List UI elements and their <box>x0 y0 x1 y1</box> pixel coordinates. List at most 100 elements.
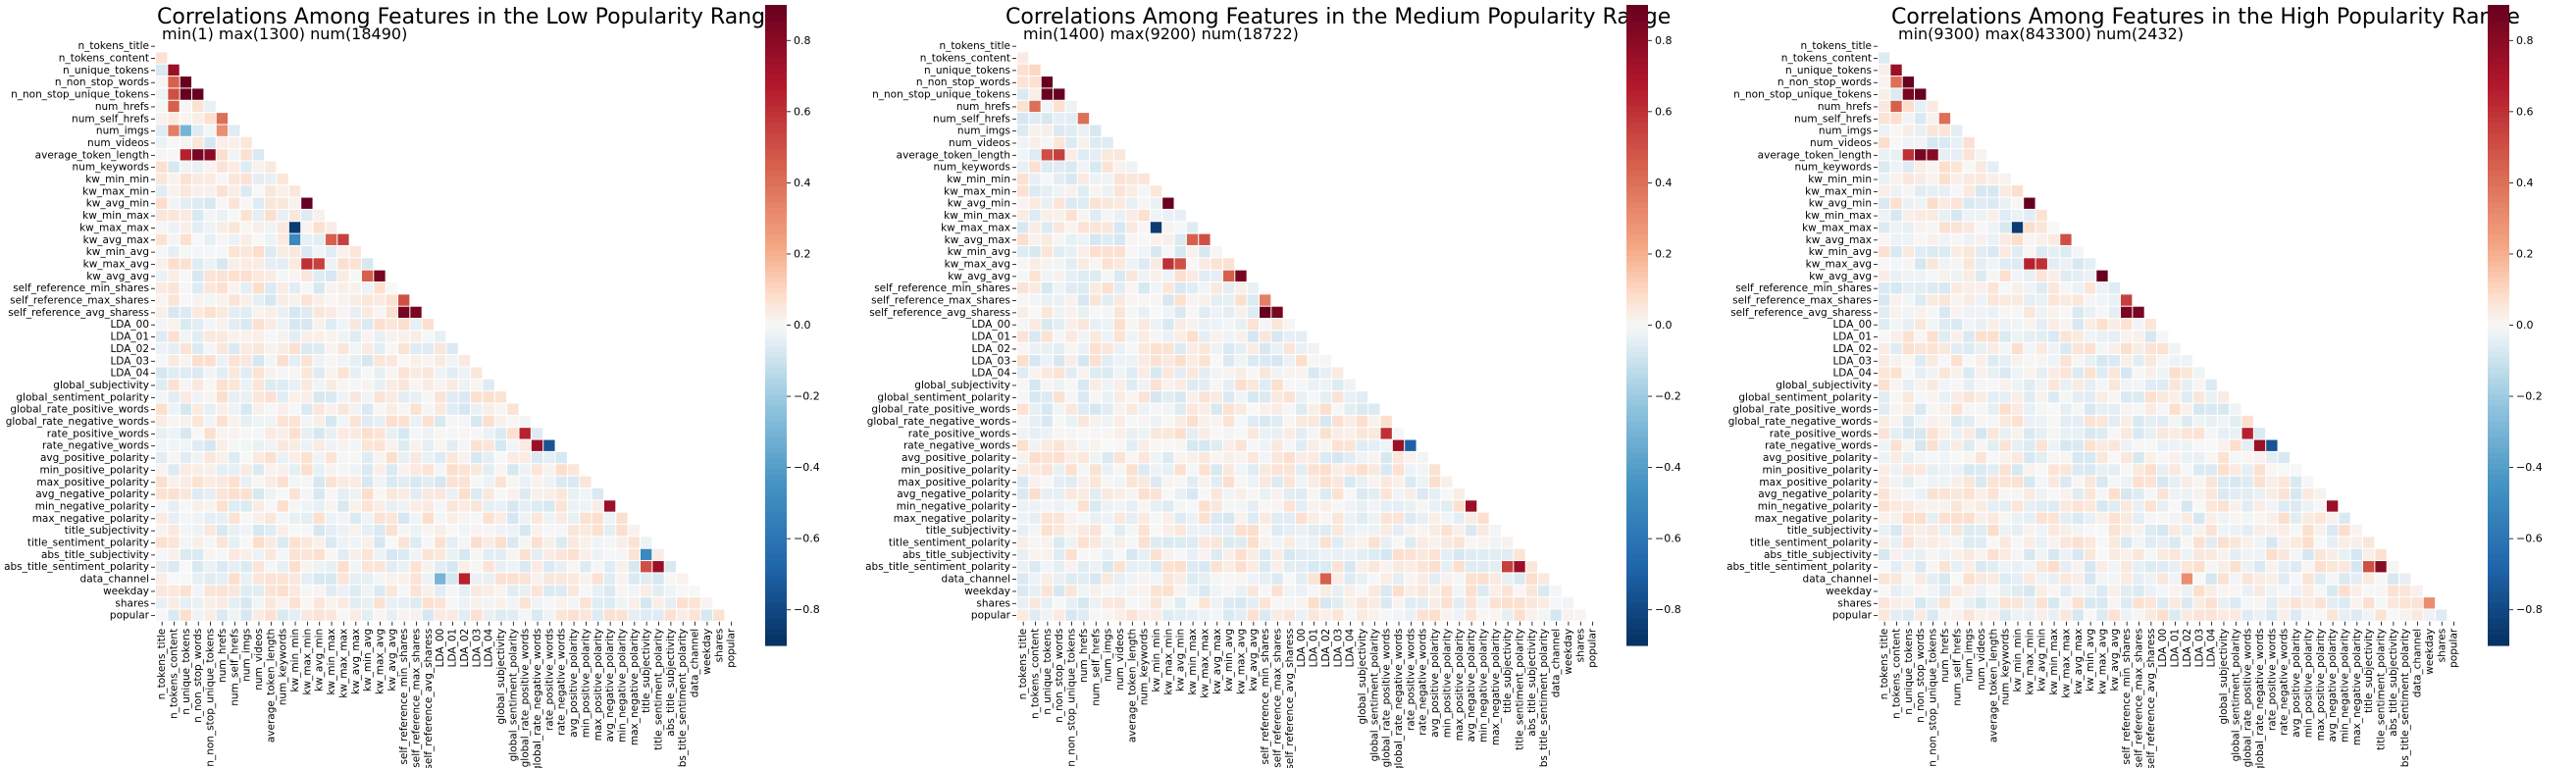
heatmap-cell <box>1915 222 1927 233</box>
heatmap-cell <box>1054 525 1065 537</box>
heatmap-cell <box>2302 487 2314 500</box>
heatmap-cell <box>1344 428 1356 439</box>
heatmap-cell <box>1915 100 1927 113</box>
heatmap-cell <box>180 561 192 573</box>
colorbar-segment <box>1626 287 1648 294</box>
heatmap-cell <box>216 487 229 500</box>
heatmap-cell <box>180 306 192 319</box>
heatmap-cell <box>277 573 288 585</box>
heatmap-cell <box>2060 561 2072 573</box>
heatmap-cell <box>216 379 229 391</box>
heatmap-cell <box>2035 561 2047 573</box>
heatmap-cell <box>2011 245 2024 258</box>
heatmap-cell <box>288 500 301 512</box>
row-label: n_tokens_title <box>939 40 1010 52</box>
heatmap-cell <box>1405 609 1417 621</box>
heatmap-cell <box>1879 391 1890 403</box>
colorbar-segment <box>2488 565 2509 572</box>
heatmap-cell <box>2181 487 2193 500</box>
heatmap-cell <box>192 537 204 548</box>
heatmap-cell <box>2096 331 2108 342</box>
heatmap-cell <box>337 573 349 585</box>
heatmap-cell <box>2047 428 2060 439</box>
heatmap-cell <box>410 573 422 585</box>
colorbar-segment <box>765 292 787 299</box>
heatmap-cell <box>435 609 446 621</box>
heatmap-cell <box>1017 136 1029 149</box>
heatmap-cell <box>1453 585 1465 597</box>
row-label: global_subjectivity <box>53 380 149 391</box>
heatmap-cell <box>422 597 435 609</box>
heatmap-cell <box>519 585 531 597</box>
heatmap-cell <box>2157 512 2169 524</box>
heatmap-cell <box>1453 609 1465 621</box>
column-label: num_hrefs <box>1939 629 1951 683</box>
heatmap-cell <box>325 439 337 451</box>
colorbar-segment <box>1626 591 1648 598</box>
heatmap-cell <box>1902 282 1915 294</box>
heatmap-cell <box>1090 319 1102 331</box>
heatmap-cell <box>531 451 543 464</box>
colorbar-segment <box>2488 36 2509 43</box>
heatmap-cell <box>1162 500 1174 512</box>
heatmap-cell <box>1927 100 1938 113</box>
heatmap-cell <box>1247 319 1259 331</box>
heatmap-cell <box>2084 391 2096 403</box>
column-label: title_subjectivity <box>1502 629 1514 713</box>
heatmap-cell <box>652 561 664 573</box>
heatmap-cell <box>1999 355 2011 367</box>
heatmap-cell <box>1890 428 1902 439</box>
heatmap-cell <box>1987 185 1999 197</box>
heatmap-cell <box>1211 525 1222 537</box>
heatmap-cell <box>229 548 240 561</box>
colorbar-segment <box>1626 180 1648 187</box>
column-label: avg_positive_polarity <box>568 629 580 738</box>
colorbar-segment <box>1626 442 1648 449</box>
column-label: global_rate_positive_words <box>520 629 532 768</box>
heatmap-cell <box>1235 548 1247 561</box>
heatmap-cell <box>1102 561 1113 573</box>
heatmap-cell <box>2302 597 2314 609</box>
heatmap-cell <box>1271 331 1283 342</box>
heatmap-cell <box>446 537 458 548</box>
heatmap-cell <box>1344 512 1356 524</box>
colorbar-segment <box>2488 117 2509 124</box>
heatmap-cell <box>265 282 277 294</box>
heatmap-cell <box>337 282 349 294</box>
heatmap-cell <box>374 548 386 561</box>
heatmap-cell <box>1951 464 1963 476</box>
heatmap-cell <box>1902 125 1915 136</box>
colorbar-segment <box>2488 624 2509 631</box>
heatmap-cell <box>1344 548 1356 561</box>
heatmap-cell <box>422 609 435 621</box>
colorbar-segment <box>765 495 787 502</box>
heatmap-cell <box>277 245 288 258</box>
colorbar-segment <box>2488 490 2509 497</box>
heatmap-cell <box>1296 537 1308 548</box>
heatmap-cell <box>216 331 229 342</box>
colorbar-segment <box>2488 613 2509 620</box>
heatmap-cell <box>2084 258 2096 270</box>
heatmap-cell <box>2096 355 2108 367</box>
heatmap-cell <box>168 585 180 597</box>
colorbar-segment <box>1626 480 1648 486</box>
heatmap-cell <box>288 319 301 331</box>
heatmap-cell <box>1525 573 1538 585</box>
heatmap-cell <box>603 537 616 548</box>
heatmap-cell <box>1963 233 1975 245</box>
heatmap-cell <box>483 476 494 487</box>
heatmap-cell <box>1174 342 1186 355</box>
heatmap-cell <box>2035 342 2047 355</box>
heatmap-cell <box>1502 561 1514 573</box>
heatmap-cell <box>446 428 458 439</box>
heatmap-cell <box>1126 222 1138 233</box>
heatmap-cell <box>435 512 446 524</box>
heatmap-cell <box>616 525 628 537</box>
heatmap-cell <box>1271 439 1283 451</box>
heatmap-cell <box>1017 367 1029 379</box>
colorbar-segment <box>765 42 787 49</box>
colorbar-segment <box>2488 31 2509 38</box>
heatmap-cell <box>1951 525 1963 537</box>
heatmap-cell <box>313 512 325 524</box>
heatmap-cell <box>216 185 229 197</box>
